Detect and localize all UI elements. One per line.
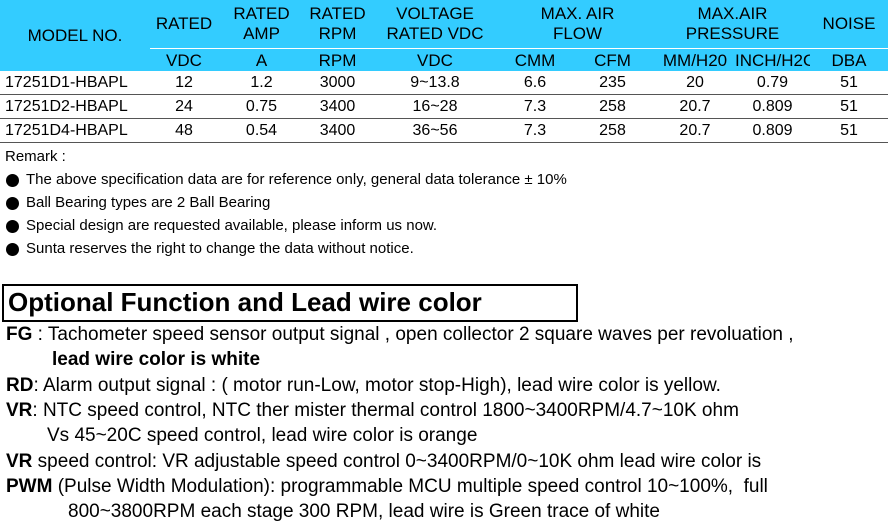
unit-label: VDC: [166, 51, 202, 70]
table-cell: 0.809: [752, 122, 793, 139]
option-continuation: Vs 45~20C speed control, lead wire color…: [47, 425, 478, 447]
unit-label: MM/H20: [662, 51, 728, 70]
option-continuation: 800~3800RPM each stage 300 RPM, lead wir…: [68, 501, 660, 523]
table-cell: 258: [599, 98, 626, 115]
table-cell: 3400: [319, 98, 356, 115]
option-text: speed control: VR adjustable speed contr…: [32, 450, 762, 472]
header-label: VOLTAGE: [396, 4, 474, 23]
table-cell: 7.3: [523, 98, 547, 115]
option-term: FG: [6, 324, 33, 345]
option-term: PWM: [6, 475, 53, 497]
options-title: Optional Function and Lead wire color: [8, 287, 482, 317]
option-term: RD: [6, 374, 34, 396]
header-label: MAX.AIR: [697, 4, 768, 23]
model-cell: 17251D4-HBAPL: [5, 122, 128, 139]
bullet: [6, 174, 19, 187]
header-label: RATED: [233, 4, 290, 23]
table-cell: 16~28: [412, 98, 458, 115]
title-box: [2, 284, 578, 322]
header-label: PRESSURE: [685, 24, 780, 43]
bullet: [6, 197, 19, 210]
row-line: [0, 118, 888, 119]
model-cell: 17251D2-HBAPL: [5, 98, 128, 115]
table-cell: 6.6: [523, 74, 547, 91]
table-cell: 51: [840, 98, 858, 115]
option-text: : Alarm output signal : ( motor run-Low,…: [33, 374, 721, 396]
bullet: [6, 220, 19, 233]
option-line: VR speed control: VR adjustable speed co…: [6, 450, 761, 474]
remark-item: Special design are requested available, …: [26, 217, 438, 234]
unit-label: CMM: [514, 51, 556, 70]
header-label: AMP: [243, 24, 280, 43]
table-cell: 7.3: [523, 122, 547, 139]
unit-label: CFM: [594, 51, 631, 70]
remark-title: Remark :: [5, 148, 66, 165]
remark-item: The above specification data are for ref…: [26, 171, 567, 188]
header-label: MODEL NO.: [27, 26, 123, 45]
unit-label: A: [255, 51, 268, 70]
option-term: VR: [6, 450, 33, 472]
option-line: VR: NTC speed control, NTC ther mister t…: [6, 399, 739, 423]
bullet: [6, 243, 19, 256]
table-cell: 20.7: [679, 122, 711, 139]
table-cell: 20: [686, 74, 704, 91]
table-cell: 0.79: [756, 74, 789, 91]
table-cell: 1.2: [250, 74, 273, 91]
unit-label: DBA: [831, 51, 867, 70]
table-cell: 3000: [319, 74, 356, 91]
header-label: FLOW: [552, 24, 603, 43]
header-divider: [150, 48, 888, 49]
table-cell: 51: [840, 74, 858, 91]
table-cell: 235: [599, 74, 626, 91]
table-cell: 20.7: [679, 98, 711, 115]
header-label: RPM: [318, 24, 357, 43]
unit-label: INCH/H2O: [735, 51, 810, 70]
table-cell: 9~13.8: [410, 74, 460, 91]
option-line: RD: Alarm output signal : ( motor run-Lo…: [6, 374, 721, 398]
remark-item: Ball Bearing types are 2 Ball Bearing: [26, 194, 271, 211]
option-text: : Tachometer speed sensor output signal …: [32, 324, 794, 345]
table-cell: 48: [175, 122, 193, 139]
option-term: VR: [6, 399, 33, 421]
header-label: RATED: [309, 4, 366, 23]
header-label: RATED VDC: [386, 24, 484, 43]
table-cell: 12: [175, 74, 193, 91]
header-label: RATED: [155, 14, 213, 33]
table-cell: 0.75: [245, 98, 278, 115]
option-text: : NTC speed control, NTC ther mister the…: [32, 399, 739, 421]
table-cell: 0.809: [752, 98, 793, 115]
header-label: NOISE: [822, 14, 876, 33]
table-cell: 3400: [319, 122, 356, 139]
table-cell: 51: [840, 122, 858, 139]
model-cell: 17251D1-HBAPL: [5, 74, 128, 91]
option-line: PWM (Pulse Width Modulation): programmab…: [6, 475, 768, 499]
option-text: (Pulse Width Modulation): programmable M…: [52, 475, 768, 497]
option-line: FG : Tachometer speed sensor output sign…: [6, 323, 794, 347]
row-line: [0, 94, 888, 95]
table-cell: 0.54: [245, 122, 278, 139]
row-line: [0, 142, 888, 143]
option-note: lead wire color is white: [52, 349, 261, 371]
header-bg: [0, 0, 888, 71]
table-cell: 258: [599, 122, 626, 139]
unit-label: VDC: [417, 51, 453, 70]
header-label: MAX. AIR: [540, 4, 615, 23]
remark-item: Sunta reserves the right to change the d…: [26, 240, 414, 257]
unit-label: RPM: [318, 51, 357, 70]
table-cell: 24: [175, 98, 193, 115]
table-cell: 36~56: [412, 122, 458, 139]
